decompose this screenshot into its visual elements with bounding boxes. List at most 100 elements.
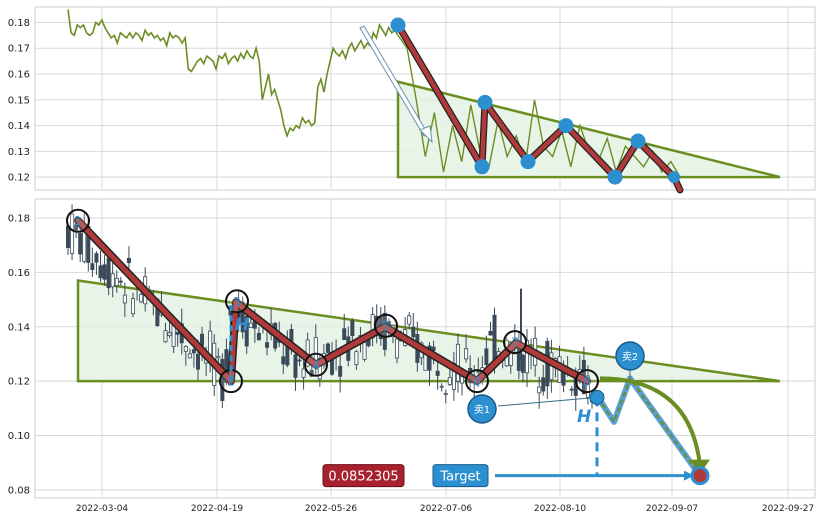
x-tick-label: 2022-09-27 (762, 504, 814, 514)
wave-marker-5: 5 (374, 313, 398, 338)
candle-body (106, 257, 111, 289)
top-y-tick-label: 0.12 (8, 173, 30, 184)
candle-body (163, 330, 168, 343)
top-zigzag-point (558, 118, 574, 134)
bottom-y-tick-label: 0.12 (8, 377, 30, 388)
top-zigzag-point (520, 154, 536, 170)
candle-body (244, 315, 249, 347)
candle-body (338, 365, 343, 377)
wave-marker-1: 1 (66, 208, 90, 233)
candle-body (191, 349, 196, 354)
top-zigzag-point (668, 171, 680, 184)
top-y-tick-label: 0.18 (8, 18, 30, 29)
top-y-tick-label: 0.16 (8, 70, 30, 81)
sell1-label: 卖1 (474, 404, 490, 416)
projection-overlay: H H 卖1 卖2 Target 0.0852305 (229, 302, 710, 488)
bottom-y-tick-label: 0.08 (8, 485, 30, 496)
bottom-y-tick-label: 0.18 (8, 214, 30, 225)
candle-body (484, 348, 489, 365)
candle-body (488, 330, 493, 336)
top-triangle-area (396, 80, 781, 179)
candle-body (102, 264, 107, 280)
wave-marker-label: 3 (233, 295, 241, 309)
candle-body (195, 353, 200, 370)
wave-marker-6: 6 (465, 369, 489, 394)
candle-body (537, 386, 542, 394)
wave-marker-circle (374, 313, 398, 338)
candle-body (301, 368, 306, 378)
candle-body (281, 356, 286, 365)
candle-body (439, 385, 444, 388)
candle-body (325, 343, 330, 354)
candle-body (167, 332, 172, 337)
candle-body (265, 342, 270, 348)
target-arrow-head (684, 470, 694, 481)
projection-path (597, 376, 701, 477)
candle-body (118, 280, 123, 283)
wave-marker-label: 6 (473, 375, 481, 389)
candle-body (443, 393, 448, 395)
bottom-triangle-area (76, 279, 781, 383)
top-zigzag-point (477, 94, 493, 110)
top-triangle (396, 80, 781, 179)
x-tick-label: 2022-03-04 (76, 504, 129, 514)
candle-body (70, 213, 75, 254)
candle-body (78, 232, 83, 255)
sell1-bubble (467, 394, 497, 424)
x-tick-label: 2022-09-07 (646, 504, 698, 514)
wave-marker-label: 4 (312, 358, 320, 372)
candle-body (541, 377, 546, 392)
wave-marker-label: 1 (74, 214, 82, 228)
wave-marker-8: 8 (575, 369, 599, 394)
wave-marker-label: 5 (382, 319, 390, 333)
candle-body (216, 356, 221, 359)
candle-body (98, 265, 103, 279)
candle-body (248, 322, 253, 328)
candle-body (447, 377, 452, 385)
x-tick-label: 2022-04-19 (191, 504, 244, 514)
top-zigzag-point (390, 17, 406, 33)
candle-body (139, 293, 144, 303)
sell2-bubble (615, 341, 645, 371)
wave-marker-label: 8 (583, 375, 591, 389)
candle-body (74, 224, 79, 231)
sell1-point (589, 389, 605, 405)
target-value: 0.0852305 (328, 470, 398, 485)
wave-marker-label: 7 (511, 336, 519, 350)
top-y-axis: 0.18 0.17 0.16 0.15 0.14 0.13 0.12 (8, 18, 30, 184)
candle-body (455, 343, 460, 382)
bottom-y-axis: 0.18 0.16 0.14 0.12 0.10 0.08 (8, 214, 30, 497)
candle-body (350, 320, 355, 336)
wave-marker-circle (575, 369, 599, 394)
candle-body (395, 338, 400, 359)
candle-body (569, 388, 574, 391)
top-price-series (67, 9, 681, 178)
candle-body (520, 355, 525, 373)
bottom-y-tick-label: 0.14 (8, 322, 30, 333)
x-tick-label: 2022-05-26 (305, 504, 358, 514)
candle-body (297, 359, 302, 362)
candle-body (183, 346, 188, 352)
top-zigzag (390, 17, 684, 194)
bottom-y-tick-label: 0.16 (8, 268, 30, 279)
top-price-line (67, 9, 399, 139)
candle-body (66, 225, 71, 248)
wave-marker-3: 3 (225, 289, 249, 314)
candle-body (187, 353, 192, 359)
candle-body (342, 328, 347, 341)
top-zigzag-point (607, 169, 623, 185)
candle-body (525, 340, 530, 374)
candle-body (585, 375, 590, 398)
target-point (690, 466, 710, 486)
x-tick-label: 2022-07-06 (420, 504, 473, 514)
x-axis: 2022-03-04 2022-04-19 2022-05-26 2022-07-06… (76, 504, 814, 514)
h-marker-2: H (577, 407, 591, 427)
candle-body (200, 333, 205, 346)
wave-marker-label: 2 (227, 375, 235, 389)
candle-body (354, 351, 359, 366)
candle-body (94, 253, 99, 263)
wave-marker-4: 4 (304, 352, 328, 377)
top-y-tick-label: 0.14 (8, 121, 30, 132)
